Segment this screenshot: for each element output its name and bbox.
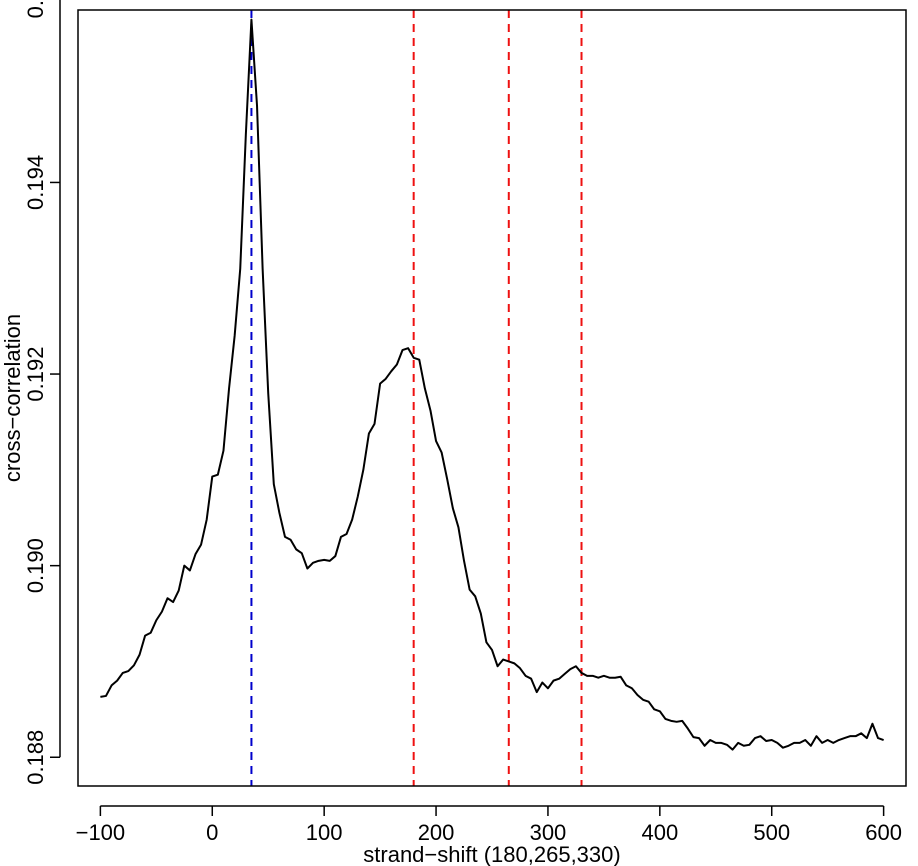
y-tick-label: 0.194	[23, 155, 48, 210]
x-axis: −100 0 100 200 300 400 500 600	[76, 805, 902, 845]
x-tick-label: 300	[530, 820, 567, 845]
y-tick-label: 0.196	[23, 0, 48, 18]
series-group	[100, 18, 884, 751]
x-tick-label: 100	[306, 820, 343, 845]
x-axis-title: strand−shift (180,265,330)	[363, 842, 620, 866]
x-tick-label: 400	[641, 820, 678, 845]
x-tick-label: 500	[753, 820, 790, 845]
y-tick-label: 0.192	[23, 347, 48, 402]
x-tick-label: 0	[206, 820, 218, 845]
y-axis-title: cross−correlation	[0, 314, 25, 482]
x-tick-label: 600	[865, 820, 902, 845]
vline-group	[250, 10, 583, 786]
x-tick-label: −100	[76, 820, 126, 845]
y-tick-label: 0.188	[23, 730, 48, 785]
x-tick-label: 200	[418, 820, 455, 845]
y-axis: 0.188 0.190 0.192 0.194 0.196	[23, 0, 61, 785]
y-tick-label: 0.190	[23, 538, 48, 593]
series-line-0	[100, 18, 884, 751]
plot-frame	[77, 9, 907, 787]
